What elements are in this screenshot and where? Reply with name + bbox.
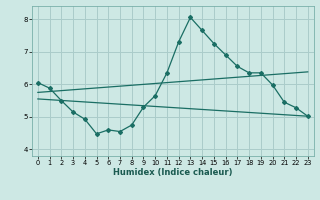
X-axis label: Humidex (Indice chaleur): Humidex (Indice chaleur) <box>113 168 233 177</box>
